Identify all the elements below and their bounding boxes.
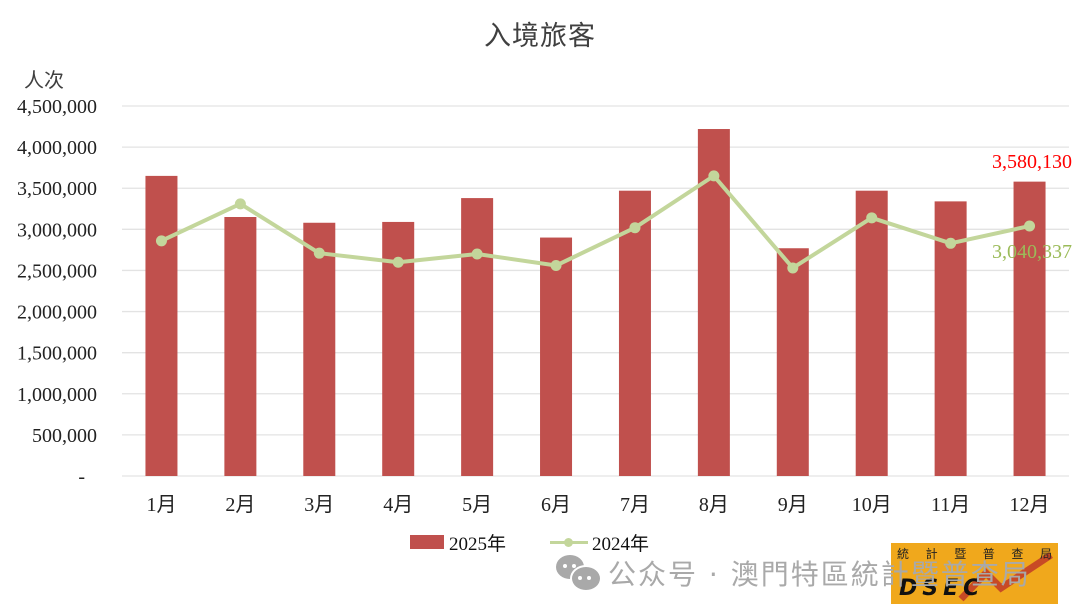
bar <box>540 237 573 476</box>
x-tick-label: 11月 <box>931 494 970 516</box>
x-tick-label: 10月 <box>852 494 892 516</box>
x-axis-ticks: 1月 2月 3月 4月 5月 6月 7月 8月 9月 10月 11月 12月 <box>146 494 1049 516</box>
legend: 2025年 2024年 <box>410 529 693 556</box>
legend-item-2025: 2025年 <box>410 529 506 556</box>
x-tick-label: 3月 <box>304 494 334 516</box>
y-tick-label: 500,000 <box>32 425 97 447</box>
line-marker <box>629 222 641 234</box>
y-tick-label: 1,500,000 <box>17 343 97 365</box>
y-axis-ticks: - 500,000 1,000,000 1,500,000 2,000,000 2,500… <box>17 96 97 488</box>
logo-char: 普 <box>982 547 995 561</box>
logo-char: 計 <box>925 547 938 561</box>
bar <box>855 190 888 476</box>
line-marker <box>471 248 483 260</box>
x-tick-label: 7月 <box>620 494 650 516</box>
y-tick-label: 1,000,000 <box>17 384 97 406</box>
y-tick-label: 4,000,000 <box>17 137 97 159</box>
dsec-logo: 統 計 暨 普 查 局 DSEC <box>891 543 1058 604</box>
x-tick-label: 9月 <box>778 494 808 516</box>
x-tick-label: 2月 <box>225 494 255 516</box>
y-axis-unit-label: 人次 <box>24 68 64 92</box>
bar-series-2025 <box>145 129 1046 477</box>
watermark: 公众号 · 澳門特區統計暨普查局 <box>556 553 1031 593</box>
line-last-value-label: 3,040,337 <box>992 241 1072 263</box>
line-marker <box>155 235 167 247</box>
bar-last-value-label: 3,580,130 <box>992 151 1072 173</box>
y-tick-label: 3,000,000 <box>17 219 97 241</box>
line-marker-swatch-icon <box>550 535 589 549</box>
x-tick-label: 12月 <box>1010 494 1050 516</box>
x-tick-label: 8月 <box>699 494 729 516</box>
line-marker <box>1024 220 1036 232</box>
x-tick-label: 4月 <box>383 494 413 516</box>
data-labels: 3,580,130 3,040,337 <box>992 151 1072 263</box>
y-tick-label: 3,500,000 <box>17 178 97 200</box>
y-tick-label: 2,500,000 <box>17 260 97 282</box>
x-tick-label: 6月 <box>541 494 571 516</box>
y-tick-label: 4,500,000 <box>17 96 97 118</box>
logo-chinese-characters: 統計暨普查局 <box>897 545 1052 562</box>
wechat-icon <box>556 555 602 592</box>
zigzag-arrow-icon <box>958 552 1053 602</box>
legend-label-2025: 2025年 <box>449 533 507 555</box>
line-marker <box>945 237 957 249</box>
x-tick-label: 5月 <box>462 494 492 516</box>
gridlines <box>122 105 1069 477</box>
logo-char: 局 <box>1039 547 1052 561</box>
line-marker <box>313 247 325 259</box>
line-marker <box>550 260 562 272</box>
line-marker <box>787 262 799 274</box>
bar <box>224 217 257 476</box>
legend-label-2024: 2024年 <box>592 533 650 555</box>
chart-title: 入境旅客 <box>484 21 596 52</box>
line-series-2024 <box>155 170 1036 274</box>
logo-char: 查 <box>1011 547 1024 561</box>
line-marker <box>866 212 878 224</box>
line-marker <box>234 198 246 210</box>
line-marker <box>708 170 720 182</box>
bar <box>303 222 336 476</box>
bar <box>618 190 651 476</box>
logo-dsec-text: DSEC <box>899 576 985 601</box>
bar-swatch-icon <box>410 535 444 549</box>
x-tick-label: 1月 <box>146 494 176 516</box>
y-tick-label: - <box>78 466 85 488</box>
bar <box>461 198 494 477</box>
y-tick-label: 2,000,000 <box>17 302 97 324</box>
logo-char: 暨 <box>954 547 967 561</box>
line-path <box>160 173 1030 270</box>
line-marker <box>392 256 404 268</box>
legend-item-2024: 2024年 <box>550 529 649 556</box>
logo-char: 統 <box>897 547 910 561</box>
bar <box>145 175 178 476</box>
bar <box>776 248 809 476</box>
watermark-text: 公众号 · 澳門特區統計暨普查局 <box>608 558 1031 591</box>
